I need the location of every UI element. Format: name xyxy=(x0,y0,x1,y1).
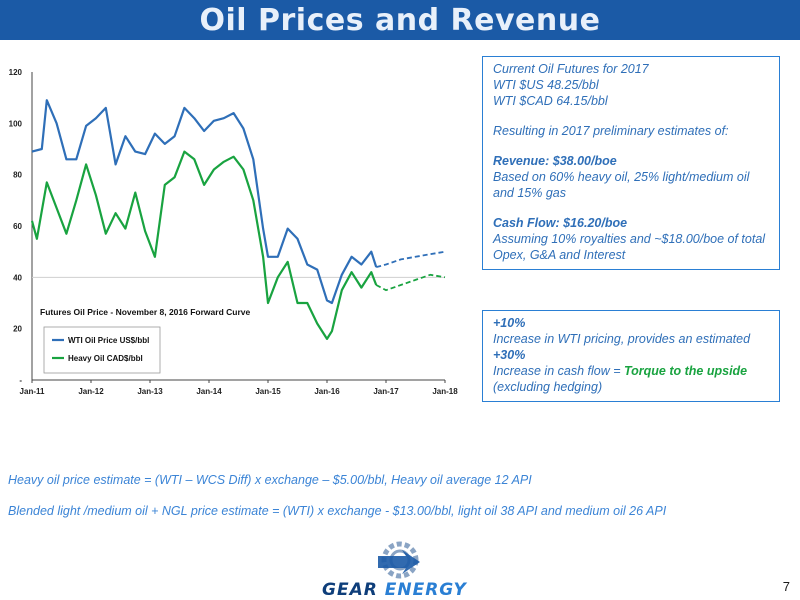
legend-label-1: Heavy Oil CAD$/bbl xyxy=(68,354,143,363)
cashflow-detail: Assuming 10% royalties and ~$18.00/boe o… xyxy=(493,232,766,262)
sensitivity-pct-2: +30% xyxy=(493,348,526,362)
x-tick-label: Jan-13 xyxy=(137,387,163,396)
y-tick-label: 100 xyxy=(9,119,23,128)
cashflow-label: Cash Flow: $16.20/boe xyxy=(493,216,628,230)
x-tick-label: Jan-11 xyxy=(20,387,45,396)
company-logo-text: GEAR ENERGY xyxy=(322,580,467,600)
sensitivity-text-3: (excluding hedging) xyxy=(493,380,603,394)
chart-annotation: Futures Oil Price - November 8, 2016 For… xyxy=(40,307,250,317)
oil-price-chart: - 20 40 60 80 100 120 Jan-11 Jan-12 Jan-13 Jan-14 J… xyxy=(9,68,459,396)
logo-word-gear: GEAR xyxy=(322,580,378,600)
revenue-label: Revenue: $38.00/boe xyxy=(493,154,617,168)
sensitivity-box: +10% Increase in WTI pricing, provides a… xyxy=(482,310,780,402)
series-line-1 xyxy=(30,150,378,340)
y-tick-label: 120 xyxy=(9,68,23,77)
blended-oil-note: Blended light /medium oil + NGL price es… xyxy=(8,504,667,518)
forecast-line-0 xyxy=(375,250,446,268)
x-tick-label: Jan-15 xyxy=(255,387,281,396)
torque-label: Torque to the upside xyxy=(623,364,748,378)
y-tick-label: 60 xyxy=(13,222,22,231)
sensitivity-text-1: Increase in WTI pricing, provides an est… xyxy=(493,332,751,346)
page-title: Oil Prices and Revenue xyxy=(199,2,601,38)
sensitivity-pct-1: +10% xyxy=(493,316,526,330)
estimates-line-1: Current Oil Futures for 2017 xyxy=(493,62,649,76)
estimates-line-3: WTI $CAD 64.15/bbl xyxy=(493,94,608,108)
y-tick-label: 80 xyxy=(13,171,22,180)
y-tick-label: 20 xyxy=(13,325,22,334)
series-line-0 xyxy=(31,99,378,305)
logo-word-energy: ENERGY xyxy=(384,580,467,600)
x-tick-label: Jan-14 xyxy=(196,387,222,396)
forecast-line-1 xyxy=(375,273,446,292)
gear-logo-icon xyxy=(378,541,420,579)
revenue-detail: Based on 60% heavy oil, 25% light/medium… xyxy=(493,170,750,200)
legend-label-0: WTI Oil Price US$/bbl xyxy=(68,336,149,345)
x-tick-label: Jan-17 xyxy=(373,387,399,396)
estimates-line-4: Resulting in 2017 preliminary estimates … xyxy=(493,124,729,138)
sensitivity-text-2: Increase in cash flow = xyxy=(493,364,624,378)
page-number: 7 xyxy=(782,579,790,594)
heavy-oil-note: Heavy oil price estimate = (WTI – WCS Di… xyxy=(8,473,532,487)
x-tick-label: Jan-12 xyxy=(78,387,104,396)
x-tick-label: Jan-18 xyxy=(432,387,458,396)
title-bar: Oil Prices and Revenue xyxy=(0,0,800,40)
y-tick-label: 40 xyxy=(13,273,22,282)
x-tick-label: Jan-16 xyxy=(314,387,340,396)
estimates-line-2: WTI $US 48.25/bbl xyxy=(493,78,599,92)
legend xyxy=(43,326,161,374)
y-tick-label: - xyxy=(19,376,22,385)
estimates-box: Current Oil Futures for 2017 WTI $US 48.… xyxy=(482,56,780,270)
